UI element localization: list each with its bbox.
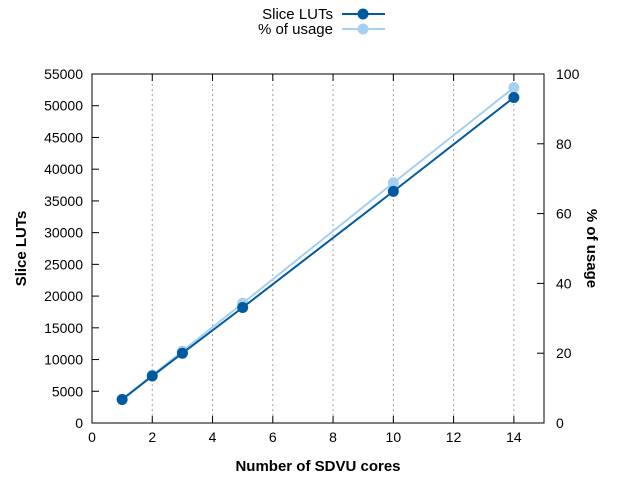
y-axis-title: Slice LUTs <box>13 211 30 287</box>
y2-tick-label: 80 <box>556 136 572 152</box>
y-tick-label: 20000 <box>44 288 83 304</box>
y2-tick-label: 40 <box>556 275 572 291</box>
data-point-slice-luts <box>387 185 399 197</box>
x-axis-title: Number of SDVU cores <box>235 458 400 475</box>
y-tick-label: 40000 <box>44 161 83 177</box>
legend: Slice LUTs % of usage <box>258 6 385 38</box>
data-point-slice-luts <box>508 91 520 103</box>
y-tick-label: 30000 <box>44 225 83 241</box>
x-tick-label: 8 <box>329 429 337 445</box>
data-point-usage <box>508 82 520 94</box>
legend-label-slice-luts: Slice LUTs <box>262 6 333 23</box>
y-tick-label: 45000 <box>44 129 83 145</box>
y2-tick-label: 100 <box>556 66 580 82</box>
y2-tick-label: 60 <box>556 206 572 222</box>
y-tick-label: 25000 <box>44 256 83 272</box>
y2-axis-title: % of usage <box>583 209 600 288</box>
y-tick-label: 55000 <box>44 66 83 82</box>
y2-tick-label: 20 <box>556 345 572 361</box>
series-line-slice-luts <box>121 96 515 401</box>
data-point-slice-luts <box>237 302 249 314</box>
x-tick-label: 6 <box>269 429 277 445</box>
y-tick-label: 0 <box>75 415 83 431</box>
x-tick-label: 10 <box>386 429 402 445</box>
series-layer <box>116 82 520 406</box>
y-tick-label: 15000 <box>44 320 83 336</box>
grid <box>151 74 515 423</box>
x-tick-label: 4 <box>209 429 217 445</box>
data-point-usage <box>387 177 399 189</box>
data-point-slice-luts <box>146 370 158 382</box>
y-tick-label: 10000 <box>44 352 83 368</box>
y-tick-label: 50000 <box>44 98 83 114</box>
legend-marker-usage <box>357 23 369 35</box>
plot-frame <box>91 73 545 424</box>
legend-marker-slice-luts <box>357 8 369 20</box>
x-tick-label: 12 <box>446 429 462 445</box>
legend-label-usage: % of usage <box>258 21 333 38</box>
data-point-slice-luts <box>176 347 188 359</box>
y2-tick-label: 0 <box>556 415 564 431</box>
y-tick-label: 5000 <box>52 383 83 399</box>
y-axis-right: 0 20 40 60 80 100 <box>537 66 580 431</box>
y-axis-left: 0 5000 10000 15000 20000 25000 30000 35000 40000… <box>44 66 99 431</box>
data-point-slice-luts <box>116 394 128 406</box>
x-tick-label: 0 <box>88 429 96 445</box>
x-tick-label: 2 <box>148 429 156 445</box>
x-axis: 0 2 4 6 8 10 12 14 <box>88 74 522 445</box>
y-tick-label: 35000 <box>44 193 83 209</box>
x-tick-label: 14 <box>506 429 522 445</box>
